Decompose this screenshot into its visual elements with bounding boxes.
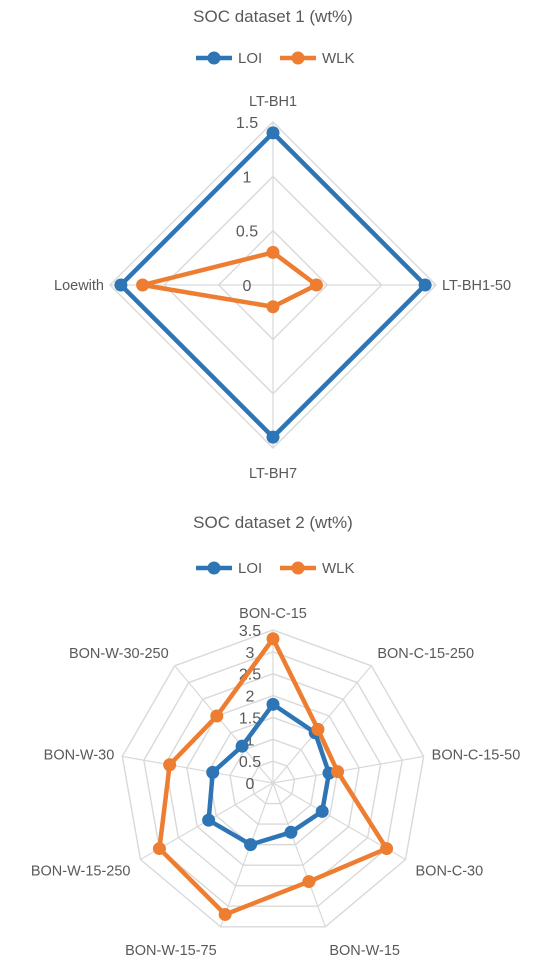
chart1-wlk-point bbox=[266, 245, 280, 259]
chart2-axis-spoke bbox=[122, 755, 274, 784]
chart2-category-label: BON-C-15-250 bbox=[377, 646, 474, 662]
chart2-loi-point bbox=[284, 825, 298, 839]
chart2-axis-spoke bbox=[272, 665, 372, 784]
chart1-series-wlk-line bbox=[140, 250, 319, 309]
chart2-grid-ring bbox=[143, 651, 403, 907]
chart2-wlk-point bbox=[311, 722, 325, 736]
chart1-legend: LOI WLK bbox=[196, 50, 355, 67]
chart2-legend-wlk-label: WLK bbox=[322, 560, 355, 577]
chart2-tick-label: 0.5 bbox=[239, 754, 261, 771]
chart2-grid-ring bbox=[121, 629, 425, 928]
chart1-tick-label: 1.5 bbox=[236, 115, 258, 132]
chart2-category-label: BON-W-30 bbox=[44, 747, 115, 763]
chart1-wlk-point bbox=[266, 300, 280, 314]
chart1-title: SOC dataset 1 (wt%) bbox=[193, 7, 353, 26]
chart2-tick-label: 1.5 bbox=[239, 710, 261, 727]
chart1-category-label: LT-BH1-50 bbox=[442, 278, 511, 294]
chart2-tick-label: 3 bbox=[246, 645, 255, 662]
chart2-axis-spoke bbox=[220, 782, 274, 927]
chart2-grid-ring bbox=[186, 694, 360, 866]
chart1-wlk-point bbox=[136, 278, 150, 292]
chart2-plot-area: 00.511.522.533.5BON-C-15BON-C-15-250BON-… bbox=[31, 606, 520, 959]
chart2-legend: LOI WLK bbox=[196, 560, 355, 577]
chart1-plot-area: 0 0.5 1 1.5 LT-BH1 LT-BH1-50 LT-BH7 Loewith bbox=[54, 94, 511, 482]
chart2-wlk-point bbox=[218, 907, 232, 921]
chart2-category-label: BON-W-30-250 bbox=[69, 646, 169, 662]
chart2-category-label: BON-W-15-75 bbox=[125, 943, 217, 959]
chart1-loi-point bbox=[114, 278, 128, 292]
chart2-grid-ring bbox=[164, 672, 382, 887]
chart2-wlk-point bbox=[302, 875, 316, 889]
chart2-wlk-point bbox=[380, 842, 394, 856]
chart1-loi-point bbox=[266, 126, 280, 140]
chart2-wlk-point bbox=[331, 765, 345, 779]
chart2-grid-ring bbox=[229, 738, 317, 825]
chart2-axis-spoke bbox=[174, 665, 274, 784]
chart2-legend-wlk-marker bbox=[291, 561, 305, 575]
chart2-category-label: BON-C-15 bbox=[239, 606, 307, 622]
chart2-axis-spoke bbox=[272, 755, 424, 784]
chart2-legend-loi-label: LOI bbox=[238, 560, 262, 577]
chart2-loi-point bbox=[206, 765, 220, 779]
chart2-wlk-point bbox=[210, 709, 224, 723]
chart1-category-label: LT-BH7 bbox=[249, 466, 297, 482]
chart2-title: SOC dataset 2 (wt%) bbox=[193, 513, 353, 532]
chart1-loi-point bbox=[266, 430, 280, 444]
chart2-series-loi-line bbox=[206, 702, 332, 847]
chart2-tick-label: 2 bbox=[246, 689, 255, 706]
chart2-loi-point bbox=[202, 813, 216, 827]
chart2-category-label: BON-C-15-50 bbox=[432, 747, 521, 763]
chart1-legend-wlk-marker bbox=[291, 51, 305, 65]
chart2-loi-point bbox=[235, 739, 249, 753]
chart2-wlk-point bbox=[163, 758, 177, 772]
chart2-wlk-point bbox=[152, 842, 166, 856]
chart2-tick-label: 1 bbox=[246, 732, 255, 749]
chart2-loi-point bbox=[244, 838, 258, 852]
chart1-legend-loi-label: LOI bbox=[238, 50, 262, 67]
chart1-tick-label: 0.5 bbox=[236, 224, 258, 241]
chart2-category-label: BON-W-15 bbox=[329, 943, 400, 959]
chart2-axis-spoke bbox=[272, 782, 326, 927]
chart1-wlk-point bbox=[309, 278, 323, 292]
chart2-loi-point bbox=[266, 697, 280, 711]
chart1-legend-loi-marker bbox=[207, 51, 221, 65]
chart1-category-label: Loewith bbox=[54, 278, 104, 294]
chart2-tick-label: 3.5 bbox=[239, 623, 261, 640]
chart2-category-label: BON-C-30 bbox=[416, 864, 484, 880]
chart1-legend-wlk-label: WLK bbox=[322, 50, 355, 67]
chart1-tick-label: 0 bbox=[243, 278, 252, 295]
chart1-loi-point bbox=[418, 278, 432, 292]
chart2-grid-ring bbox=[250, 760, 296, 805]
chart2-loi-point bbox=[315, 804, 329, 818]
chart2-tick-label: 0 bbox=[246, 776, 255, 793]
chart1-tick-label: 1 bbox=[243, 169, 252, 186]
chart1-category-label: LT-BH1 bbox=[249, 94, 297, 110]
chart2-category-label: BON-W-15-250 bbox=[31, 864, 131, 880]
chart2-series-wlk-line bbox=[157, 636, 389, 917]
chart2-legend-loi-marker bbox=[207, 561, 221, 575]
chart2-wlk-point bbox=[266, 632, 280, 646]
